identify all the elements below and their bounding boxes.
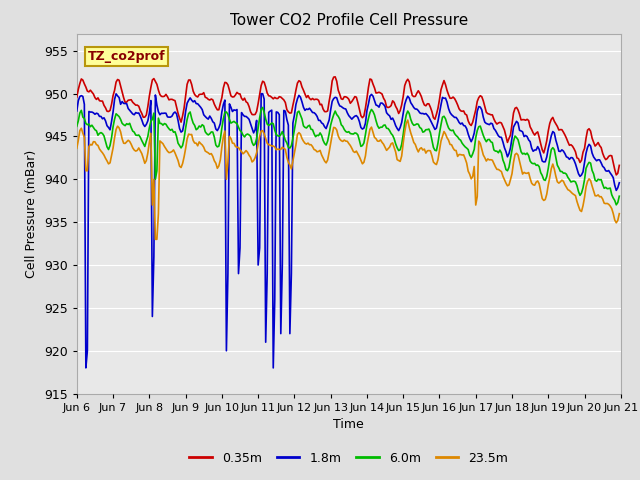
Title: Tower CO2 Profile Cell Pressure: Tower CO2 Profile Cell Pressure bbox=[230, 13, 468, 28]
Legend: 0.35m, 1.8m, 6.0m, 23.5m: 0.35m, 1.8m, 6.0m, 23.5m bbox=[184, 447, 513, 469]
X-axis label: Time: Time bbox=[333, 418, 364, 431]
Text: TZ_co2prof: TZ_co2prof bbox=[88, 50, 165, 63]
Y-axis label: Cell Pressure (mBar): Cell Pressure (mBar) bbox=[26, 149, 38, 278]
